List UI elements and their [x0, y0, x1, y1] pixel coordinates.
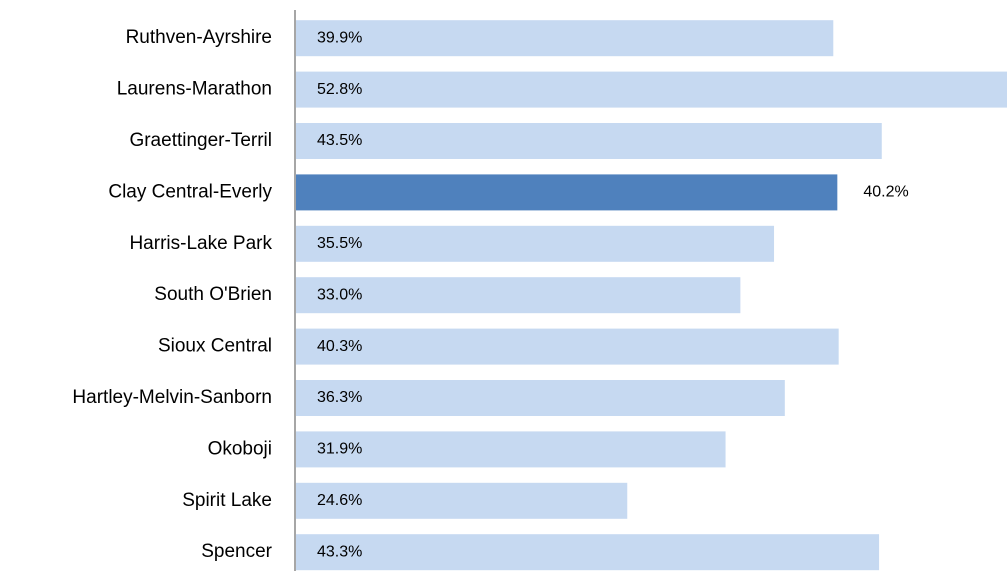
y-tick-label: Okoboji	[208, 438, 272, 459]
y-tick-label: Spencer	[201, 541, 272, 562]
data-label: 35.5%	[317, 235, 362, 252]
y-tick-label: Sioux Central	[158, 336, 272, 357]
bar	[296, 225, 775, 262]
data-label: 43.5%	[317, 132, 362, 149]
bar	[296, 123, 882, 159]
bar	[296, 431, 726, 468]
bar	[296, 277, 741, 314]
data-label: 43.3%	[317, 543, 362, 560]
data-label: 52.8%	[317, 81, 362, 98]
bar	[296, 174, 838, 211]
bar	[296, 534, 880, 571]
data-label: 36.3%	[317, 389, 362, 406]
y-tick-label: Clay Central-Everly	[108, 181, 272, 202]
data-label: 31.9%	[317, 441, 362, 458]
data-label: 33.0%	[317, 286, 362, 303]
bar	[296, 20, 834, 57]
y-tick-label: South O'Brien	[154, 284, 272, 305]
y-tick-label: Ruthven-Ayrshire	[126, 27, 272, 48]
bar	[296, 328, 839, 365]
data-label: 24.6%	[317, 492, 362, 509]
data-label: 40.2%	[863, 184, 908, 201]
data-label: 40.3%	[317, 338, 362, 355]
y-tick-label: Harris-Lake Park	[129, 233, 272, 254]
bar	[296, 482, 628, 519]
y-tick-label: Laurens-Marathon	[117, 79, 272, 100]
y-tick-label: Spirit Lake	[182, 490, 272, 511]
y-tick-label: Graettinger-Terril	[129, 130, 272, 151]
bar	[296, 71, 1007, 108]
y-tick-label: Hartley-Melvin-Sanborn	[72, 387, 272, 408]
data-label: 39.9%	[317, 29, 362, 46]
bar	[296, 380, 785, 416]
